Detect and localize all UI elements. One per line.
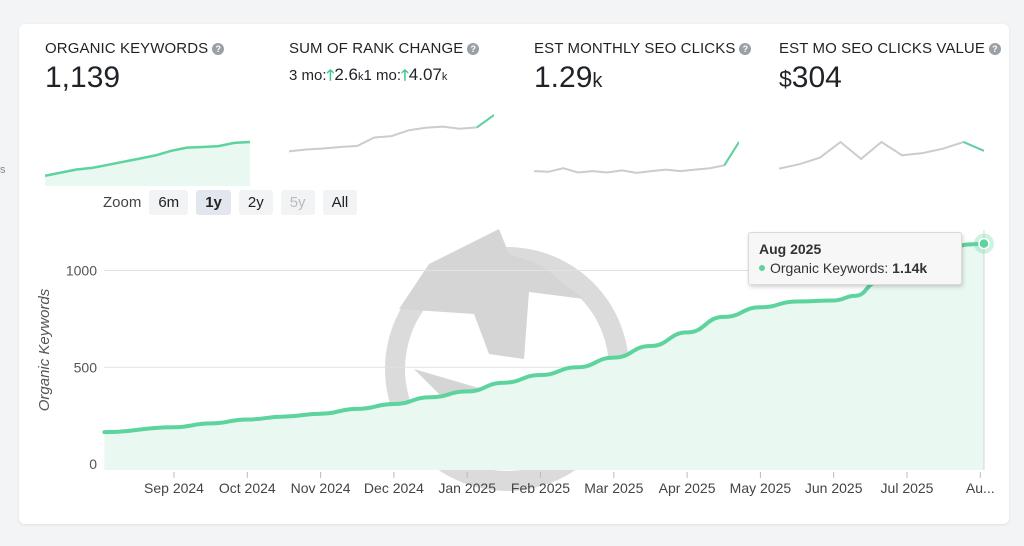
currency-symbol: $	[779, 66, 792, 92]
x-tick-label: Apr 2025	[659, 480, 716, 496]
x-tick-label: Sep 2024	[144, 480, 204, 496]
sparkline-line	[779, 140, 984, 170]
kpi-value: $304	[779, 61, 989, 95]
chart-tooltip: Aug 2025 Organic Keywords: 1.14k	[748, 232, 962, 285]
kpi-organic-keywords: ORGANIC KEYWORDS? 1,139	[45, 40, 255, 186]
help-icon[interactable]: ?	[739, 43, 752, 55]
x-tick-label: Jun 2025	[805, 480, 863, 496]
x-tick-label: Feb 2025	[511, 480, 570, 496]
series-dot-icon	[759, 265, 765, 271]
series-area	[104, 243, 984, 470]
rank-change-1mo-unit: k	[441, 71, 448, 83]
sparkline-line	[45, 140, 250, 178]
y-tick-label: 1000	[66, 263, 97, 279]
help-icon[interactable]: ?	[988, 43, 1001, 55]
kpi-sparkline	[779, 140, 984, 170]
rank-change-summary: 3 mo:🡑2.6k1 mo:🡑4.07k	[289, 65, 499, 87]
kpi-sum-of-rank-change: SUM OF RANK CHANGE? 3 mo:🡑2.6k1 mo:🡑4.07…	[289, 40, 499, 153]
kpi-value: 1,139	[45, 61, 121, 94]
sparkline-last-segment	[963, 141, 984, 152]
y-tick-label: 500	[74, 359, 98, 375]
sparkline-last-segment	[476, 114, 494, 129]
zoom-5y-button: 5y	[280, 190, 315, 215]
kpi-label: EST MONTHLY SEO CLICKS	[534, 40, 736, 57]
x-tick-label: Jul 2025	[881, 480, 934, 496]
x-tick-label: Nov 2024	[291, 480, 351, 496]
tooltip-value: 1.14k	[892, 260, 928, 276]
zoom-all-button[interactable]: All	[322, 190, 358, 215]
kpi-value: 1.29k	[534, 61, 744, 95]
kpi-est-mo-seo-clicks-value: EST MO SEO CLICKS VALUE? $304	[779, 40, 1001, 170]
kpi-value-number: 1.29	[534, 61, 593, 94]
x-tick-label: Oct 2024	[219, 480, 276, 496]
arrow-up-icon: 🡑	[400, 67, 409, 84]
period-label-3mo: 3 mo:	[289, 67, 327, 84]
x-tick-label: Jan 2025	[438, 480, 496, 496]
tooltip-series-label: Organic Keywords:	[770, 260, 889, 276]
kpi-value-number: 304	[791, 61, 842, 94]
kpi-label: SUM OF RANK CHANGE	[289, 40, 464, 57]
zoom-1y-button[interactable]: 1y	[196, 190, 231, 215]
x-tick-label: Mar 2025	[584, 480, 643, 496]
kpi-sparkline	[45, 140, 250, 186]
x-tick-label: Au...	[966, 480, 995, 496]
page-edge-fragment: s	[0, 164, 6, 176]
kpi-label: ORGANIC KEYWORDS	[45, 40, 209, 57]
sparkline-line	[289, 114, 494, 153]
zoom-6m-button[interactable]: 6m	[149, 190, 189, 215]
kpi-value-unit: k	[592, 70, 603, 92]
zoom-2y-button[interactable]: 2y	[238, 190, 273, 215]
organic-keywords-card: ORGANIC KEYWORDS? 1,139 SUM OF RANK CHAN…	[19, 24, 1009, 524]
kpi-est-monthly-seo-clicks: EST MONTHLY SEO CLICKS? 1.29k	[534, 40, 752, 174]
kpi-sparkline	[534, 141, 739, 174]
y-tick-label: 0	[89, 456, 97, 472]
kpi-label: EST MO SEO CLICKS VALUE	[779, 40, 985, 57]
arrow-up-icon: 🡑	[326, 67, 335, 84]
period-label-1mo: 1 mo:	[363, 67, 401, 84]
sparkline-line	[534, 141, 739, 174]
y-axis-title: Organic Keywords	[36, 288, 53, 411]
rank-change-3mo-unit: k	[357, 71, 364, 83]
hover-point[interactable]	[978, 237, 990, 250]
zoom-controls: Zoom 6m 1y 2y 5y All	[103, 190, 365, 215]
sparkline-last-segment	[723, 141, 739, 166]
rank-change-1mo-value: 4.07	[408, 65, 442, 84]
zoom-label: Zoom	[103, 194, 142, 211]
kpi-sparkline	[289, 114, 494, 153]
rank-change-3mo-value: 2.6	[334, 65, 358, 84]
x-tick-label: May 2025	[730, 480, 792, 496]
x-tick-label: Dec 2024	[364, 480, 424, 496]
tooltip-date: Aug 2025	[759, 241, 822, 257]
help-icon[interactable]: ?	[467, 43, 480, 55]
help-icon[interactable]: ?	[212, 43, 225, 55]
sparkline-area	[45, 142, 250, 186]
